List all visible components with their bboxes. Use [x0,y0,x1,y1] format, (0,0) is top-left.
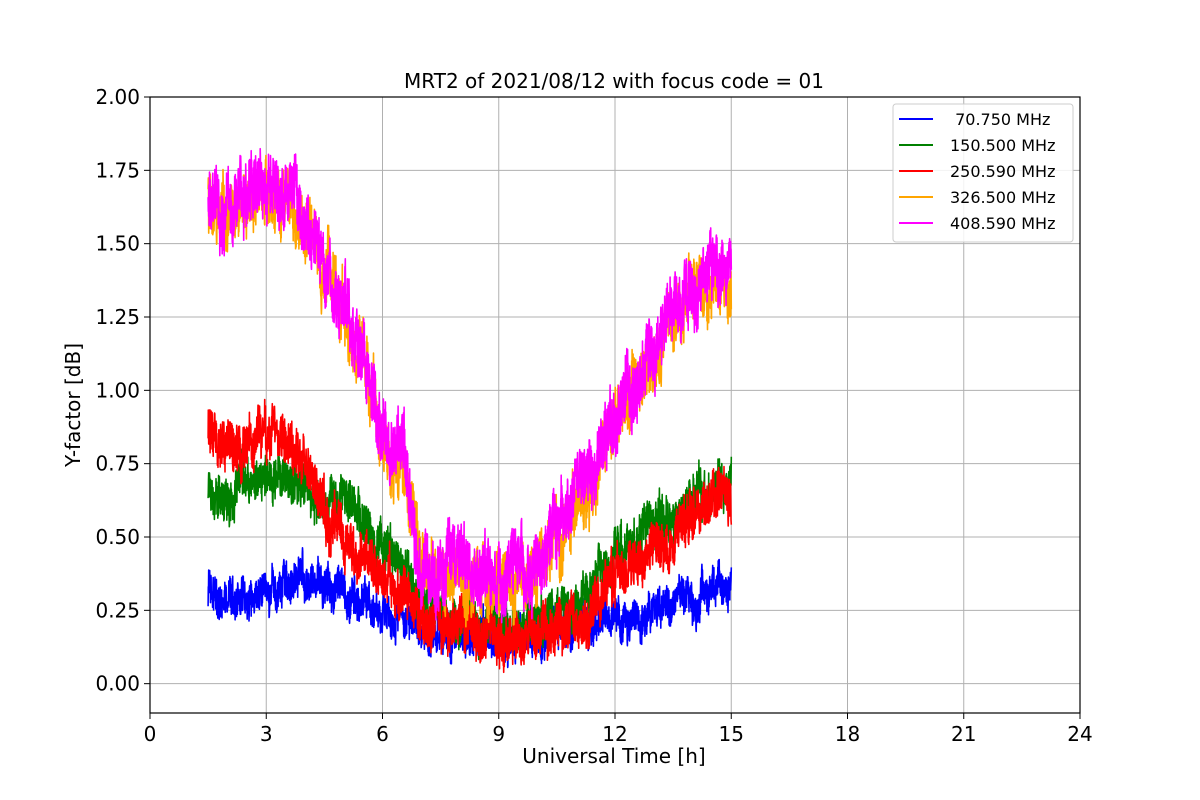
y-tick-label: 0.00 [95,672,140,696]
legend-label: 408.590 MHz [950,214,1055,233]
y-tick-label: 1.25 [95,305,140,329]
x-tick-label: 15 [719,722,744,746]
x-tick-label: 0 [144,722,157,746]
x-axis: 0 3 6 9 12 15 18 21 24 [144,713,1093,746]
y-tick-label: 0.50 [95,525,140,549]
y-tick-label: 2.00 [95,85,140,109]
legend-label: 70.750 MHz [950,110,1050,129]
chart-title: MRT2 of 2021/08/12 with focus code = 01 [404,69,824,93]
legend-box [892,103,1074,243]
series-line-4 [207,147,733,624]
x-axis-label: Universal Time [h] [522,744,705,768]
y-tick-label: 0.75 [95,452,140,476]
x-tick-label: 6 [376,722,389,746]
legend: 70.750 MHz 150.500 MHz 250.590 MHz 326.500 … [892,103,1074,243]
y-tick-label: 1.75 [95,158,140,182]
y-axis-label: Y-factor [dB] [61,343,85,468]
x-tick-label: 24 [1067,722,1092,746]
x-tick-label: 12 [602,722,627,746]
legend-label: 250.590 MHz [950,162,1055,181]
x-tick-label: 9 [492,722,505,746]
y-tick-label: 1.00 [95,378,140,402]
legend-label: 326.500 MHz [950,188,1055,207]
series-line-2 [207,398,733,674]
y-tick-label: 0.25 [95,598,140,622]
x-tick-label: 3 [260,722,273,746]
x-tick-label: 21 [951,722,976,746]
x-tick-label: 18 [835,722,860,746]
legend-label: 150.500 MHz [950,136,1055,155]
y-tick-label: 1.50 [95,232,140,256]
series-layer [207,147,733,674]
y-axis: 0.00 0.25 0.50 0.75 1.00 1.25 1.50 1.75 2.00 [95,85,150,696]
series-line-1 [207,447,733,661]
